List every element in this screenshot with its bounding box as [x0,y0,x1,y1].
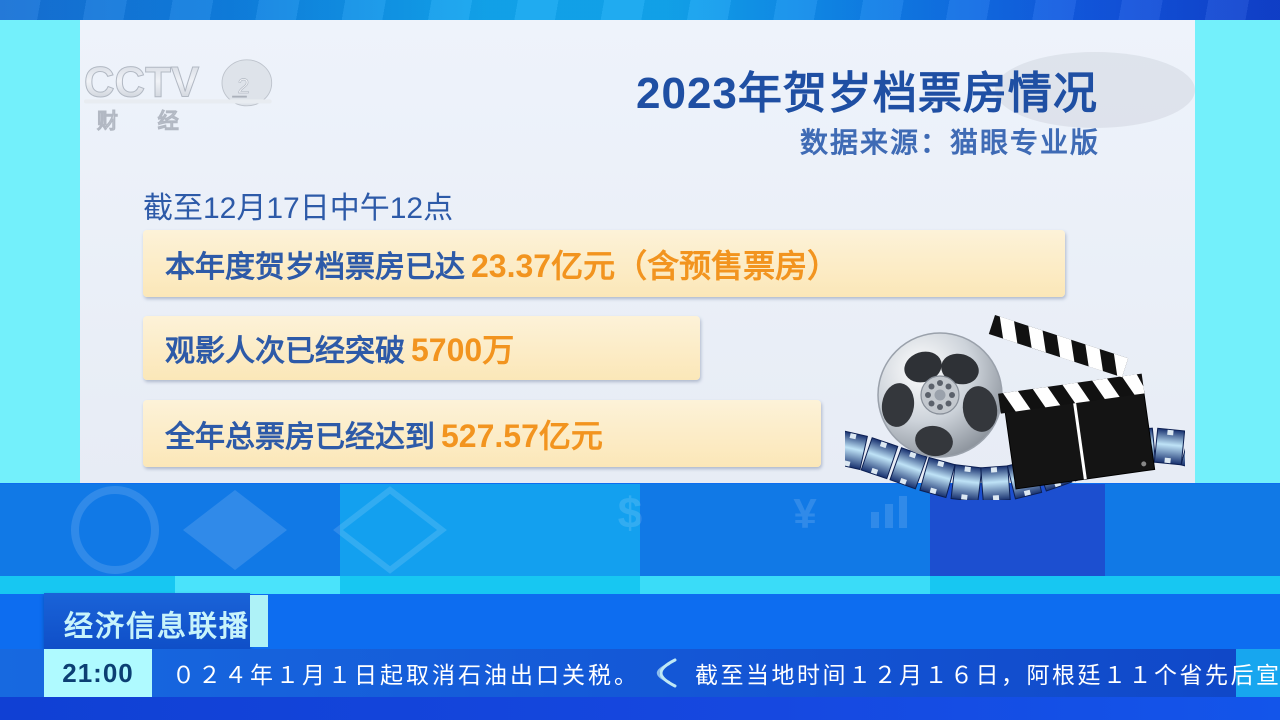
svg-text:财: 财 [97,109,118,133]
svg-text:CCTV: CCTV [84,59,199,106]
svg-text:2: 2 [238,75,250,98]
svg-text:¥: ¥ [793,490,817,537]
svg-text:$: $ [618,489,642,538]
svg-text:经: 经 [158,108,179,133]
